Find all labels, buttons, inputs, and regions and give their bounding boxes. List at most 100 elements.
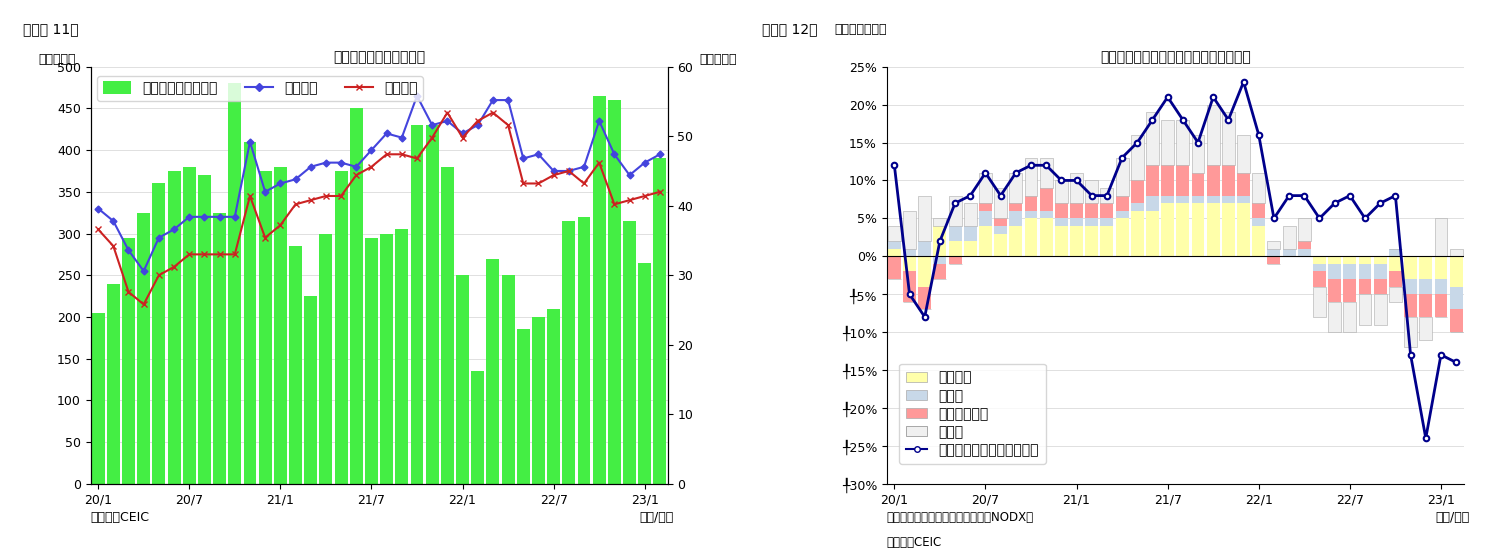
Bar xyxy=(979,226,991,256)
Bar xyxy=(919,196,931,241)
Bar xyxy=(1025,196,1038,211)
Bar xyxy=(1207,165,1219,196)
Bar xyxy=(578,217,590,484)
Text: （図表 11）: （図表 11） xyxy=(23,22,78,36)
非石油輸出（再輸出除く） xyxy=(1249,132,1268,138)
非石油輸出（再輸出除く） xyxy=(1174,116,1192,123)
Bar xyxy=(1025,211,1038,219)
Bar xyxy=(1405,294,1417,317)
Bar xyxy=(516,329,530,484)
非石油輸出（再輸出除く） xyxy=(1082,192,1100,199)
Bar xyxy=(335,171,347,484)
非石油輸出（再輸出除く） xyxy=(1280,192,1298,199)
Legend: 貿易収支（右目盛）, 総輸出額, 総輸入額: 貿易収支（右目盛）, 総輸出額, 総輸入額 xyxy=(98,76,423,101)
Bar xyxy=(198,175,211,484)
Legend: 電子製品, 医薬品, 石油化学製品, その他, 非石油輸出（再輸出除く）: 電子製品, 医薬品, 石油化学製品, その他, 非石油輸出（再輸出除く） xyxy=(899,364,1046,464)
Bar xyxy=(1085,203,1099,219)
Bar xyxy=(1040,158,1053,188)
Bar xyxy=(1252,226,1265,256)
Bar xyxy=(919,256,931,286)
Bar xyxy=(1328,256,1342,264)
Bar xyxy=(410,125,424,484)
Bar xyxy=(979,211,991,226)
Bar xyxy=(471,371,484,484)
Bar xyxy=(1343,302,1357,332)
Bar xyxy=(1237,196,1249,203)
Bar xyxy=(1313,256,1326,264)
Bar xyxy=(441,167,454,484)
Bar xyxy=(1420,279,1432,294)
非石油輸出（再輸出除く） xyxy=(1099,192,1117,199)
Bar xyxy=(994,226,1007,234)
Bar xyxy=(1420,256,1432,279)
Bar xyxy=(183,167,196,484)
非石油輸出（再輸出除く） xyxy=(1067,177,1085,184)
Bar xyxy=(1373,256,1387,264)
Bar xyxy=(365,238,377,484)
非石油輸出（再輸出除く） xyxy=(1387,192,1405,199)
Bar xyxy=(1040,211,1053,219)
Bar xyxy=(426,125,439,484)
非石油輸出（再輸出除く） xyxy=(946,200,964,206)
Bar xyxy=(1343,256,1357,264)
Bar xyxy=(1085,219,1099,226)
Bar xyxy=(964,241,976,256)
Bar xyxy=(1388,256,1402,271)
Bar xyxy=(1298,249,1311,256)
Text: （注）輸出額は非石油地場輸出（NODX）: （注）輸出額は非石油地場輸出（NODX） xyxy=(887,512,1034,524)
Bar xyxy=(1328,279,1342,302)
Bar xyxy=(1192,173,1204,196)
Bar xyxy=(152,183,166,484)
Bar xyxy=(1313,264,1326,271)
Line: 非石油輸出（再輸出除く）: 非石油輸出（再輸出除く） xyxy=(892,79,1459,441)
Bar xyxy=(1313,271,1326,286)
非石油輸出（再輸出除く） xyxy=(1052,177,1070,184)
Bar xyxy=(1450,309,1462,332)
Bar xyxy=(1055,226,1068,256)
Bar xyxy=(1358,294,1372,325)
Bar xyxy=(994,234,1007,256)
Bar xyxy=(1207,196,1219,203)
非石油輸出（再輸出除く） xyxy=(1144,116,1162,123)
Bar xyxy=(1025,219,1038,256)
Bar xyxy=(1450,286,1462,309)
Bar xyxy=(934,226,946,256)
Bar xyxy=(305,296,317,484)
Bar xyxy=(1070,219,1083,226)
Bar xyxy=(1130,135,1144,181)
非石油輸出（再輸出除く） xyxy=(1265,215,1283,222)
Bar xyxy=(1298,241,1311,249)
Bar xyxy=(902,271,916,302)
Bar xyxy=(1040,219,1053,256)
Bar xyxy=(902,249,916,256)
Bar xyxy=(1115,196,1129,211)
Bar xyxy=(1388,286,1402,302)
Bar xyxy=(1435,256,1447,279)
Bar xyxy=(887,226,901,241)
非石油輸出（再輸出除く） xyxy=(1129,139,1147,146)
Bar xyxy=(1358,256,1372,264)
Bar xyxy=(107,284,119,484)
Bar xyxy=(167,171,181,484)
Bar xyxy=(1343,264,1357,279)
Bar xyxy=(1145,211,1159,256)
Text: （年/月）: （年/月） xyxy=(638,512,673,524)
Bar xyxy=(1070,226,1083,256)
Bar xyxy=(964,203,976,226)
非石油輸出（再輸出除く） xyxy=(1295,192,1313,199)
非石油輸出（再輸出除く） xyxy=(901,291,919,297)
非石油輸出（再輸出除く） xyxy=(961,192,979,199)
Bar xyxy=(1435,294,1447,317)
Bar xyxy=(1420,294,1432,317)
Bar xyxy=(1388,271,1402,286)
Bar xyxy=(1450,256,1462,286)
Bar xyxy=(137,212,149,484)
Bar xyxy=(548,309,560,484)
Bar xyxy=(1268,256,1281,264)
Bar xyxy=(1207,203,1219,256)
Bar xyxy=(934,219,946,226)
Bar xyxy=(1435,219,1447,256)
Text: （図表 12）: （図表 12） xyxy=(762,22,818,36)
Bar xyxy=(1373,264,1387,279)
Bar xyxy=(1162,120,1174,165)
